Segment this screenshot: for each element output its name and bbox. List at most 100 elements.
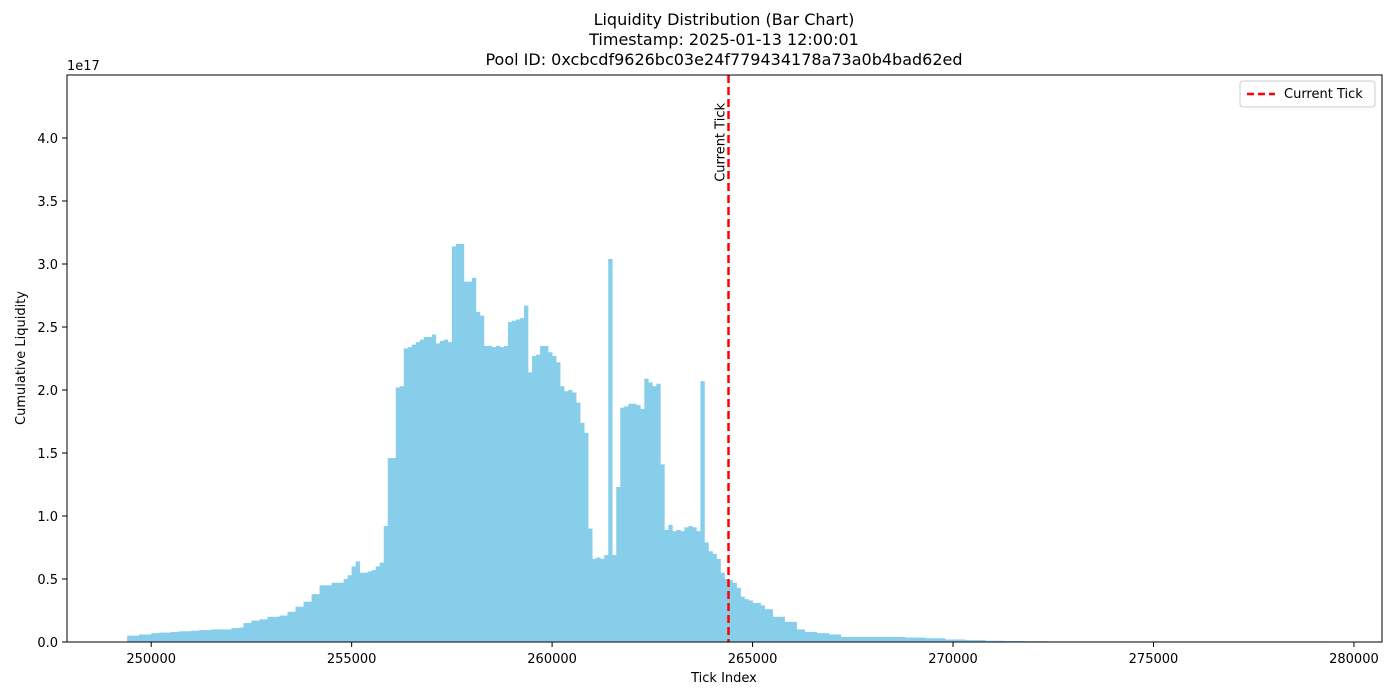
bar [700, 381, 705, 642]
bar [624, 406, 629, 642]
x-tick-label: 265000 [728, 652, 778, 667]
bar [347, 575, 352, 642]
bar [303, 601, 312, 642]
x-axis-label: Tick Index [690, 671, 757, 686]
bar [319, 585, 332, 642]
bar [668, 524, 673, 642]
bar [636, 405, 641, 642]
bar [179, 631, 192, 642]
bar [528, 372, 533, 642]
bar [479, 315, 485, 642]
bar [748, 600, 753, 642]
bar [764, 609, 773, 642]
bar [720, 572, 725, 642]
bar [548, 352, 553, 642]
bar [816, 633, 830, 642]
bar [688, 526, 693, 642]
bar [199, 630, 212, 642]
bars-group [127, 243, 1331, 643]
y-tick-label: 0.0 [37, 636, 58, 651]
bar [840, 636, 866, 642]
bar [716, 558, 721, 642]
bar [632, 403, 637, 642]
bar [355, 561, 360, 642]
bar [564, 391, 569, 642]
bar [600, 558, 605, 642]
bar [604, 555, 609, 642]
bar [520, 318, 525, 642]
bar [648, 382, 653, 642]
x-tick-label: 260000 [527, 652, 577, 667]
y-axis-multiplier: 1e17 [67, 59, 100, 74]
bar [664, 529, 669, 642]
y-axis-ticks: 0.0 0.5 1.0 1.5 2.0 2.5 3.0 3.5 4.0 [37, 132, 67, 651]
bar [459, 243, 465, 642]
bar [451, 246, 457, 643]
bar [752, 602, 761, 642]
bar [676, 529, 681, 642]
y-tick-label: 2.5 [37, 321, 58, 336]
bar [712, 553, 717, 642]
bar [884, 636, 906, 642]
bar [784, 621, 797, 642]
bar [239, 627, 244, 642]
bar [656, 383, 661, 642]
bar [499, 347, 505, 642]
bar [644, 378, 649, 642]
bar [463, 281, 469, 642]
bar [616, 487, 621, 642]
x-tick-label: 255000 [327, 652, 377, 667]
current-tick-group: Current Tick [714, 75, 730, 642]
bar [985, 640, 1006, 642]
bar [311, 594, 320, 642]
bar [904, 637, 926, 642]
bar [407, 347, 413, 642]
bar [151, 633, 160, 642]
bar [740, 596, 745, 642]
bar [620, 407, 625, 642]
bar [540, 345, 545, 642]
x-tick-label: 270000 [928, 652, 978, 667]
bar [516, 319, 521, 642]
bar [692, 527, 697, 642]
bar [383, 526, 389, 642]
bar [371, 570, 377, 642]
bar [391, 458, 397, 642]
bar [419, 339, 425, 642]
bar [251, 620, 260, 642]
bar [652, 386, 657, 642]
bar [732, 582, 737, 642]
bar [359, 572, 368, 642]
bar [684, 527, 689, 642]
x-tick-label: 280000 [1329, 652, 1379, 667]
bar [796, 629, 805, 642]
bar [367, 571, 372, 642]
bar [435, 343, 441, 642]
bar [395, 387, 401, 642]
bar [331, 582, 344, 642]
bar [544, 345, 549, 642]
y-tick-label: 3.0 [37, 258, 58, 273]
bar [503, 345, 509, 642]
bar [536, 354, 541, 642]
y-tick-label: 1.5 [37, 447, 58, 462]
bar [287, 611, 296, 642]
y-tick-label: 3.5 [37, 195, 58, 210]
bar [487, 345, 493, 642]
x-axis-ticks: 250000 255000 260000 265000 270000 275000 2800… [126, 642, 1379, 667]
bar [672, 531, 677, 642]
bar [159, 632, 172, 642]
current-tick-annotation: Current Tick [714, 103, 729, 182]
bar [439, 340, 445, 642]
bar [259, 619, 268, 642]
plot-frame [66, 74, 1383, 643]
bar [772, 616, 785, 642]
y-tick-label: 0.5 [37, 573, 58, 588]
bar [736, 587, 741, 642]
bar [415, 342, 421, 642]
bar [552, 355, 557, 642]
bar [704, 542, 709, 642]
chart-title-line-2: Timestamp: 2025-01-13 12:00:01 [588, 30, 859, 49]
bar [628, 403, 633, 642]
